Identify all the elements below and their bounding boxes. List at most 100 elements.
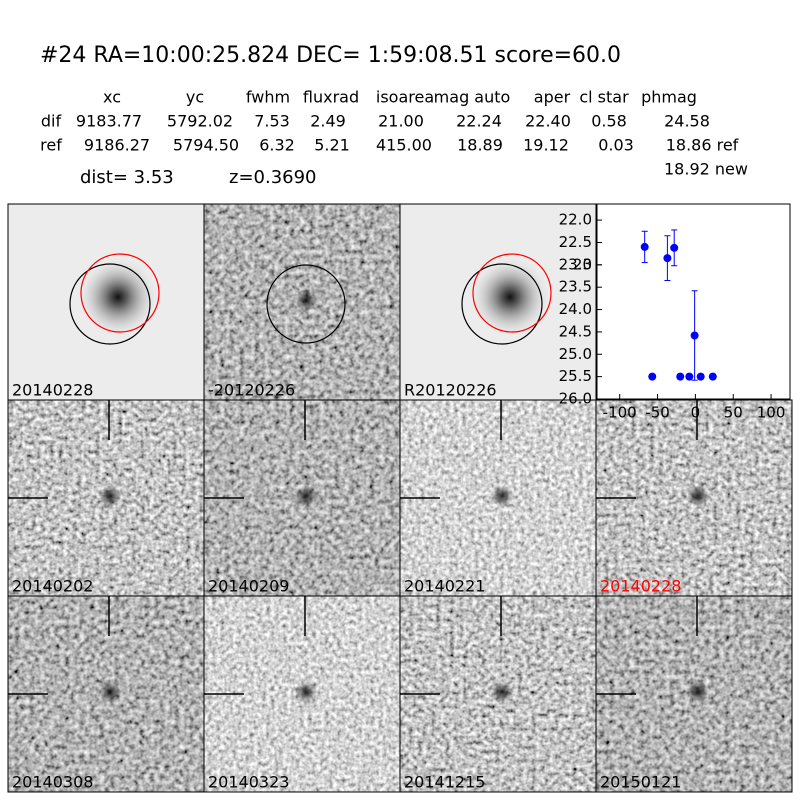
stamp: 20140228 (595, 399, 793, 597)
stamp-label: 20140228 (12, 381, 93, 400)
point (676, 372, 685, 381)
point (708, 372, 717, 381)
stamp-label: 20140209 (208, 577, 289, 596)
table: xc yc fwhm fluxrad isoarea mag auto aper cl sta… (40, 88, 739, 155)
aperture (461, 263, 543, 345)
x-tick-label: 100 (757, 404, 786, 422)
table-cell: 6.32 (259, 136, 295, 155)
y-tick-label: 23.5 (559, 278, 592, 296)
y-tick-label: 23 (573, 255, 592, 273)
stamp-frame (595, 595, 793, 793)
stamp-label: 20140323 (208, 773, 289, 792)
table-cell: 9183.77 (76, 112, 142, 131)
source (99, 485, 121, 507)
stamp: 20140221 (399, 399, 597, 597)
y-tick-label: 23.0 (559, 255, 592, 273)
source (295, 289, 317, 311)
source (295, 485, 317, 507)
table-cell: 0.58 (591, 112, 627, 131)
y-tick-label: 26.0 (559, 390, 592, 408)
y-tick-label: 25.5 (559, 367, 592, 385)
y-tick-label: 22.5 (559, 233, 592, 251)
aperture (266, 264, 346, 344)
table-cell: 21.00 (378, 112, 424, 131)
stamp: 20140323 (203, 595, 401, 793)
table-cell: dif (41, 112, 62, 131)
column-header: xc (103, 88, 121, 107)
column-header: fluxrad (303, 88, 359, 107)
table-cell: 5.21 (314, 136, 350, 155)
phmag-new: 18.92 new (664, 160, 748, 179)
column-header: yc (186, 88, 204, 107)
table-cell: 5794.50 (173, 136, 239, 155)
y-tick-label: 25.0 (559, 345, 592, 363)
source (491, 485, 513, 507)
aperture (69, 263, 151, 345)
redshift: z=0.3690 (229, 167, 317, 188)
column-header: cl star (579, 88, 629, 107)
table-cell: 415.00 (376, 136, 432, 155)
stamp-label: R20120226 (404, 381, 497, 400)
table-cell: 18.86 ref (666, 136, 739, 155)
point (690, 331, 699, 340)
stamp: -20120226 (203, 203, 401, 401)
point (670, 243, 679, 252)
stamps: 20140228 -20120226 R20120226 20140202 201402… (7, 203, 793, 793)
stamp: 20140209 (203, 399, 401, 597)
x-tick-label: 0 (691, 404, 701, 422)
aperture-ref (472, 253, 552, 333)
table-cell: 9186.27 (84, 136, 150, 155)
stamp: 20141215 (399, 595, 597, 793)
column-header: mag auto (434, 88, 511, 107)
galaxy (470, 257, 550, 337)
stamp: 20150121 (595, 595, 793, 793)
table-cell: 2.49 (310, 112, 346, 131)
table-cell: ref (40, 136, 62, 155)
x-tick-label: -50 (645, 404, 670, 422)
title: #24 RA=10:00:25.824 DEC= 1:59:08.51 scor… (40, 43, 621, 68)
table-cell: 22.24 (456, 112, 502, 131)
stamp-label: 20140202 (12, 577, 93, 596)
source (687, 485, 709, 507)
column-header: phmag (641, 88, 697, 107)
stamp: 20140308 (7, 595, 205, 793)
stamp-label: 20140308 (12, 773, 93, 792)
column-header: aper (534, 88, 571, 107)
stamp: 20140202 (7, 399, 205, 597)
source (687, 681, 709, 703)
column-header: isoarea (376, 88, 434, 107)
stamp-label: 20141215 (404, 773, 485, 792)
stamp-label: 20140221 (404, 577, 485, 596)
stamp: 20140228 (7, 203, 205, 401)
stamp-label: -20120226 (208, 381, 295, 400)
point (663, 254, 672, 263)
stamp-label: 20140228 (600, 577, 681, 596)
dist: dist= 3.53 (80, 167, 174, 188)
y-tick-label: 24.5 (559, 322, 592, 340)
x-tick-label: 50 (724, 404, 743, 422)
galaxy (78, 257, 158, 337)
plot-area (596, 203, 791, 400)
table-cell: 0.03 (598, 136, 634, 155)
aperture-ref (80, 253, 160, 333)
table-cell: 18.89 (457, 136, 503, 155)
stamp-label: 20150121 (600, 773, 681, 792)
y-tick-label: 24.0 (559, 300, 592, 318)
table-cell: 19.12 (523, 136, 569, 155)
table-cell: 5792.02 (167, 112, 233, 131)
source (491, 681, 513, 703)
y-tick-label: 22.0 (559, 211, 592, 229)
x-tick-label: -100 (603, 404, 637, 422)
point (696, 372, 705, 381)
column-header: fwhm (246, 88, 290, 107)
table-cell: 22.40 (525, 112, 571, 131)
table-cell: 24.58 (664, 112, 710, 131)
table-cell: 7.53 (254, 112, 290, 131)
source (295, 681, 317, 703)
point (640, 242, 649, 251)
point (648, 372, 657, 381)
stamp: R20120226 (399, 203, 597, 401)
